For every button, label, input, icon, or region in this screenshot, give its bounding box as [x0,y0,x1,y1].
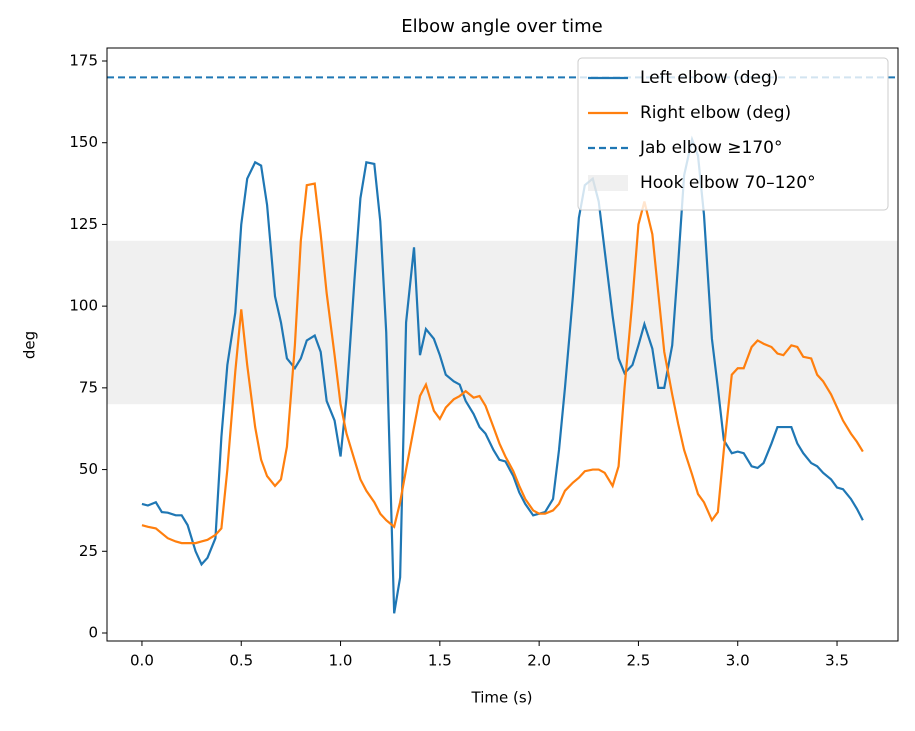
y-tick-label: 100 [69,297,98,315]
y-tick-label: 125 [69,215,98,233]
y-tick-label: 175 [69,52,98,70]
x-tick-label: 0.5 [229,652,253,670]
legend-label: Hook elbow 70–120° [640,173,816,193]
legend-label: Jab elbow ≥170° [639,138,783,158]
legend-label: Right elbow (deg) [640,103,791,123]
x-tick-label: 2.0 [527,652,551,670]
x-axis-label: Time (s) [471,689,533,707]
x-tick-label: 0.0 [130,652,154,670]
plot-frame [106,47,899,642]
x-tick-label: 1.0 [329,652,353,670]
y-tick-label: 0 [88,623,98,641]
y-axis-label: deg [21,331,39,359]
chart-title: Elbow angle over time [401,16,602,37]
x-tick-label: 2.5 [627,652,651,670]
x-tick-label: 1.5 [428,652,452,670]
y-tick-label: 25 [79,542,98,560]
legend-swatch [588,175,628,191]
line [141,135,864,614]
line [141,182,864,545]
y-tick-label: 75 [79,378,98,396]
legend-label: Left elbow (deg) [640,68,778,88]
y-tick-label: 150 [69,133,98,151]
x-tick-label: 3.0 [726,652,750,670]
x-tick-label: 3.5 [825,652,849,670]
legend-box [577,57,889,211]
y-tick-label: 50 [79,460,98,478]
